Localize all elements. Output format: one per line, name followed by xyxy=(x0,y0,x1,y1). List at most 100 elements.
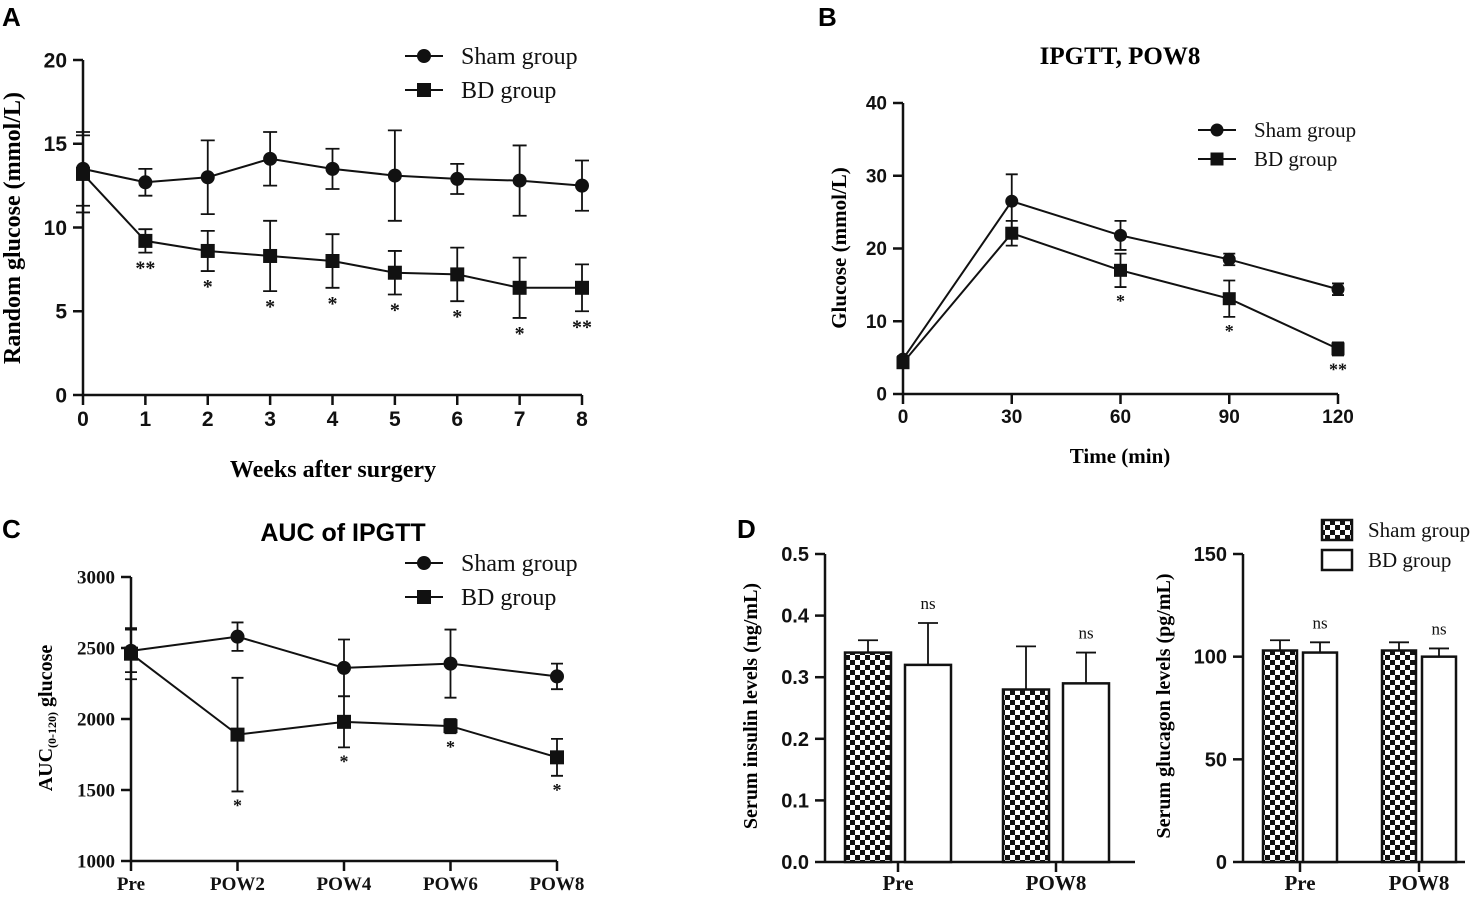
y-tick-label: 15 xyxy=(44,133,68,156)
y-tick-label: 0 xyxy=(876,385,887,406)
legend-label: BD group xyxy=(461,78,556,104)
x-tick-label: 0 xyxy=(77,408,89,431)
data-point xyxy=(200,243,215,258)
data-point xyxy=(325,161,340,176)
data-point xyxy=(325,254,340,268)
y-tick-label: 10 xyxy=(44,217,67,240)
plot-d-glucagon: 0 50 100 150 Pre ns POW8 ns Sham group BD group xyxy=(1194,518,1470,895)
data-point xyxy=(1222,292,1236,306)
chart-title-c: AUC of IPGTT xyxy=(260,519,425,547)
data-point xyxy=(443,719,458,734)
significance-label: * xyxy=(265,296,275,318)
error-bar xyxy=(858,639,878,654)
data-point xyxy=(896,356,910,370)
error-bar xyxy=(918,622,938,666)
x-tick-label: 120 xyxy=(1322,407,1354,428)
x-tick-label: Pre xyxy=(117,874,145,895)
chart-title-b: IPGTT, POW8 xyxy=(1040,43,1201,70)
data-point xyxy=(1331,342,1345,356)
bar xyxy=(1301,651,1339,864)
y-tick-label: 0.1 xyxy=(781,790,809,812)
data-point xyxy=(450,267,465,282)
data-point xyxy=(387,168,402,183)
data-point xyxy=(337,660,351,675)
legend-marker xyxy=(1210,152,1224,166)
significance-label: ns xyxy=(1312,613,1327,632)
x-tick-label: Pre xyxy=(1284,871,1315,895)
x-tick-label: 1 xyxy=(140,408,152,431)
plot-c: 1000 1500 2000 2500 3000 Pre POW2 POW4 POW6 POW8 *… xyxy=(77,551,584,895)
bar xyxy=(1061,682,1111,864)
y-tick-label: 1500 xyxy=(77,781,115,802)
x-tick-label: POW8 xyxy=(1026,871,1087,895)
legend-swatch xyxy=(1320,548,1354,572)
x-tick-label: POW2 xyxy=(210,874,265,895)
data-point xyxy=(575,280,589,295)
significance-label: ** xyxy=(1329,359,1347,379)
x-axis-title-a: Weeks after surgery xyxy=(230,457,436,483)
significance-label: * xyxy=(446,737,455,757)
x-tick-label: 2 xyxy=(202,408,214,431)
y-tick-label: 40 xyxy=(866,94,887,115)
x-tick-label: 6 xyxy=(451,408,463,431)
significance-label: * xyxy=(1116,291,1125,311)
x-tick-label: POW8 xyxy=(530,874,585,895)
data-point xyxy=(337,714,351,729)
y-axis-title-d-insulin: Serum insulin levels (ng/mL) xyxy=(740,583,762,829)
x-tick-label: 3 xyxy=(264,408,276,431)
y-tick-label: 2000 xyxy=(77,710,115,731)
data-point xyxy=(1114,263,1127,277)
significance-label: * xyxy=(390,300,400,322)
significance-label: ** xyxy=(572,316,592,338)
x-tick-label: POW4 xyxy=(317,874,372,895)
legend-marker xyxy=(417,83,431,97)
error-bar xyxy=(1016,645,1036,691)
legend-label: Sham group xyxy=(1368,518,1470,542)
y-tick-label: 0.5 xyxy=(781,544,809,566)
data-point xyxy=(450,171,465,186)
data-point xyxy=(575,178,589,193)
error-bar xyxy=(1076,651,1096,685)
x-tick-label: 5 xyxy=(389,408,401,431)
data-point xyxy=(512,173,527,188)
y-axis-title-b: Glucose (mmol/L) xyxy=(827,167,851,329)
data-point xyxy=(263,248,278,263)
data-point xyxy=(138,175,153,190)
data-point xyxy=(230,727,245,742)
significance-label: * xyxy=(203,276,213,298)
panel-label-d: D xyxy=(737,514,756,544)
significance-label: ns xyxy=(1431,619,1446,638)
x-tick-label: 4 xyxy=(327,408,339,431)
panel-label-b: B xyxy=(818,2,837,32)
x-tick-label: 90 xyxy=(1219,407,1240,428)
y-tick-label: 0.0 xyxy=(781,852,809,874)
x-tick-label: 7 xyxy=(514,408,526,431)
legend-marker xyxy=(417,49,431,63)
bar xyxy=(843,651,893,864)
bar xyxy=(1001,688,1051,864)
bar xyxy=(1420,655,1458,864)
y-tick-label: 30 xyxy=(866,166,887,187)
legend-label: BD group xyxy=(1368,548,1451,572)
data-point xyxy=(1114,228,1127,242)
significance-label: * xyxy=(233,795,242,815)
legend-marker xyxy=(417,590,431,604)
legend-swatch xyxy=(1320,518,1354,542)
data-point xyxy=(1331,282,1345,296)
y-tick-label: 0.4 xyxy=(781,606,810,628)
y-tick-label: 5 xyxy=(55,301,67,324)
y-axis-title-d-glucagon: Serum glucagon levels (pg/mL) xyxy=(1153,574,1175,839)
error-bar xyxy=(1310,641,1330,654)
y-tick-label: 2500 xyxy=(77,639,115,660)
y-tick-label: 0 xyxy=(1216,852,1227,874)
x-tick-label: POW6 xyxy=(423,874,478,895)
legend-label: BD group xyxy=(461,585,556,611)
legend-marker xyxy=(417,556,431,570)
bar xyxy=(1380,649,1418,864)
legend-marker xyxy=(1210,123,1224,137)
x-tick-label: 0 xyxy=(898,407,909,428)
y-tick-label: 10 xyxy=(866,312,887,333)
x-tick-label: 60 xyxy=(1110,407,1131,428)
